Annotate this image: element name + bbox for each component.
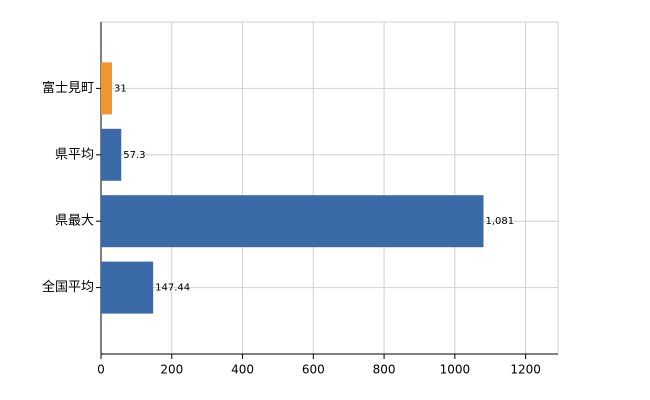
value-label: 31 bbox=[114, 83, 127, 94]
x-tick-label: 400 bbox=[231, 363, 254, 377]
y-tick-label: 富士見町 bbox=[42, 80, 94, 96]
y-tick-label: 県平均 bbox=[55, 147, 94, 162]
x-tick-label: 600 bbox=[302, 363, 325, 377]
x-tick-label: 0 bbox=[97, 363, 105, 377]
value-label: 147.44 bbox=[155, 283, 190, 294]
x-tick-label: 800 bbox=[373, 363, 396, 377]
bar bbox=[101, 128, 122, 181]
y-tick-label: 全国平均 bbox=[42, 279, 94, 295]
x-tick-label: 1000 bbox=[440, 363, 471, 377]
x-tick-label: 1200 bbox=[510, 363, 541, 377]
value-label: 57.3 bbox=[123, 150, 145, 161]
y-tick-label: 県最大 bbox=[55, 214, 94, 229]
bar bbox=[101, 195, 484, 248]
bar bbox=[101, 62, 112, 115]
value-label: 1,081 bbox=[486, 216, 515, 227]
x-tick-label: 200 bbox=[160, 363, 183, 377]
bar bbox=[101, 261, 154, 314]
